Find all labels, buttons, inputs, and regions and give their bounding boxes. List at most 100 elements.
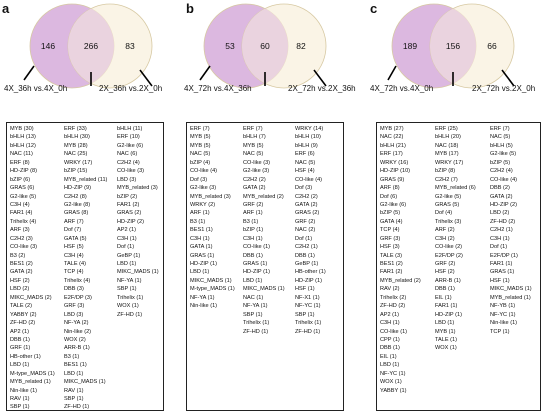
- tf-family-entry: GRAS (9): [380, 176, 405, 183]
- tf-family-entry: C2H2 (2): [295, 193, 318, 200]
- tf-family-entry: B3 (2): [10, 252, 26, 259]
- tf-family-entry: B3 (1): [190, 218, 206, 225]
- tf-family-entry: HD-ZIP (2): [490, 201, 517, 208]
- tf-family-entry: ZF-HD (2): [380, 303, 406, 310]
- tf-family-entry: NAC (2): [295, 227, 316, 234]
- panel-b: b 53 60 82 4X_72h vs.4X_36h 2X_72h vs.2X…: [184, 0, 366, 414]
- tf-family-entry: MYB (27): [380, 126, 404, 132]
- tf-family-entry: BES1 (1): [190, 227, 213, 234]
- overlap-count: 60: [260, 41, 270, 51]
- tf-family-entry: ZF-HD (1): [64, 404, 90, 411]
- tf-family-entry: HSF (5): [64, 244, 84, 251]
- tf-family-entry: BES1 (1): [64, 362, 87, 369]
- tf-family-entry: B3 (1): [64, 353, 80, 360]
- tf-family-entry: HD-ZIP (10): [380, 168, 411, 175]
- tf-family-entry: DBB (1): [435, 286, 455, 293]
- tf-family-entry: bHLH (30): [64, 134, 90, 141]
- tf-family-entry: TALE (3): [380, 252, 402, 259]
- tf-family-entry: NAC (22): [380, 134, 404, 141]
- tf-family-entry: CO-like (3): [243, 159, 271, 166]
- tf-family-entry: G2-like (8): [64, 201, 91, 208]
- tf-family-entry: Nin-like (1): [10, 387, 38, 394]
- tf-family-entry: bZIP (2): [117, 193, 138, 200]
- tf-family-entry: FAR1 (2): [380, 269, 403, 276]
- tf-family-entry: WOX (2): [64, 336, 86, 343]
- tf-family-entry: Nin-like (2): [64, 328, 92, 335]
- tf-family-entry: HB-other (1): [10, 353, 41, 360]
- tf-family-entry: GRAS (5): [435, 201, 460, 208]
- tf-family-entry: LBD (1): [190, 269, 210, 276]
- tf-family-entry: E2F/DP (1): [490, 252, 518, 259]
- tf-family-entry: ARF (1): [243, 210, 263, 217]
- tf-family-entry: LBD (1): [117, 261, 137, 267]
- tf-family-entry: MYB_related (2): [380, 277, 421, 284]
- right-only-column: ERF (7) NAC (5) bHLH (5) G2-like (5) bZIP (5…: [490, 125, 532, 336]
- tf-family-entry: ERF (33): [64, 126, 87, 132]
- tf-family-entry: MYB_related (3): [190, 193, 231, 200]
- tf-family-entry: LBD (1): [243, 277, 263, 284]
- left-set-label: 4X_72h vs.4X_0h: [370, 84, 434, 93]
- tf-family-entry: HSF (1): [490, 277, 510, 284]
- tf-family-entry: HD-ZIP (2): [117, 218, 144, 225]
- tf-family-entry: NF-X1 (1): [295, 294, 320, 301]
- tf-family-entry: GRAS (1): [190, 252, 215, 259]
- tf-family-entry: NAC (5): [490, 134, 511, 141]
- tf-family-entry: GeBP (1): [295, 261, 319, 267]
- tf-family-entry: NF-YA (1): [190, 294, 215, 301]
- tf-family-entry: DBB (1): [10, 336, 30, 343]
- tf-family-entry: GATA (4): [380, 218, 403, 225]
- tf-family-entry: ARR-B (1): [64, 345, 90, 352]
- tf-family-entry: M-type_MADS (1): [10, 370, 55, 377]
- tf-family-entry: ZF-HD (1): [117, 311, 143, 318]
- tf-family-entry: HD-ZIP (1): [243, 269, 270, 276]
- tf-family-entry: GRF (1): [10, 345, 31, 352]
- tf-family-entry: G2-like (6): [117, 142, 144, 149]
- tf-family-entry: RAV (1): [64, 387, 84, 394]
- tf-family-entry: TCP (1): [490, 328, 510, 335]
- tf-family-entry: C3H (1): [117, 235, 137, 242]
- tf-family-entry: Dof (3): [190, 176, 208, 183]
- left-only-column: MYB (30) bHLH (13) bHLH (12) NAC (11) ERF (8…: [10, 125, 55, 410]
- tf-family-entry: GRAS (1): [490, 269, 515, 276]
- left-only-column: MYB (27) NAC (22) bHLH (21) ERF (17) WRKY (1…: [380, 125, 421, 395]
- right-count: 66: [487, 41, 497, 51]
- tf-family-entry: WOX (1): [380, 379, 402, 386]
- tf-family-entry: bHLH (10): [295, 134, 321, 141]
- tf-family-entry: NF-YA (1): [117, 277, 142, 284]
- tf-family-entry: ERF (6): [295, 151, 315, 158]
- tf-family-entry: MYB (28): [64, 142, 88, 149]
- tf-family-entry: Dof (7): [64, 227, 82, 234]
- right-only-column: bHLH (11) ERF (10) G2-like (6) NAC (6) C2H2 …: [117, 125, 159, 319]
- overlap-region: [67, 8, 115, 84]
- tf-family-entry: ARF (1): [190, 210, 210, 217]
- overlap-count: 156: [445, 41, 461, 51]
- tf-family-entry: DBB (1): [295, 252, 315, 259]
- tf-family-entry: ZF-HD (2): [10, 320, 36, 327]
- tf-family-entry: HSF (3): [380, 244, 400, 251]
- tf-family-table: MYB (27) NAC (22) bHLH (21) ERF (17) WRKY (1…: [376, 122, 541, 411]
- tf-family-entry: G2-like (3): [190, 185, 217, 192]
- tf-family-entry: RAV (1): [10, 396, 30, 402]
- tf-family-entry: ARF (2): [435, 227, 455, 234]
- tf-family-entry: Dof (3): [295, 185, 313, 192]
- tf-family-entry: ZF-HD (1): [295, 328, 321, 335]
- right-pointer: [501, 69, 515, 87]
- tf-family-entry: C3H (1): [190, 235, 210, 242]
- tf-family-entry: bZIP (4): [190, 159, 211, 166]
- tf-family-entry: E2F/DP (2): [435, 252, 463, 259]
- tf-family-entry: GATA (2): [10, 269, 33, 276]
- tf-family-entry: MYB (30): [10, 126, 34, 132]
- left-set-label: 4X_36h vs.4X_0h: [4, 84, 68, 93]
- tf-family-entry: Trihelix (3): [435, 218, 462, 225]
- tf-family-entry: C2H2 (3): [10, 235, 33, 242]
- left-only-column: ERF (7) MYB (5) MYB (5) NAC (5) bZIP (4) CO-l…: [190, 125, 235, 311]
- right-only-column: WRKY (14) bHLH (10) bHLH (9) ERF (6) NAC (5)…: [295, 125, 326, 336]
- tf-family-entry: MYB (1): [435, 328, 456, 335]
- tf-family-entry: SBP (1): [295, 311, 315, 318]
- right-count: 83: [125, 41, 135, 51]
- tf-family-entry: MIKC_MADS (1): [117, 269, 159, 276]
- tf-family-entry: NAC (5): [295, 159, 316, 166]
- tf-family-entry: TCP (4): [380, 227, 400, 234]
- tf-family-entry: SBP (1): [243, 311, 263, 318]
- tf-family-entry: FAR1 (4): [10, 210, 33, 217]
